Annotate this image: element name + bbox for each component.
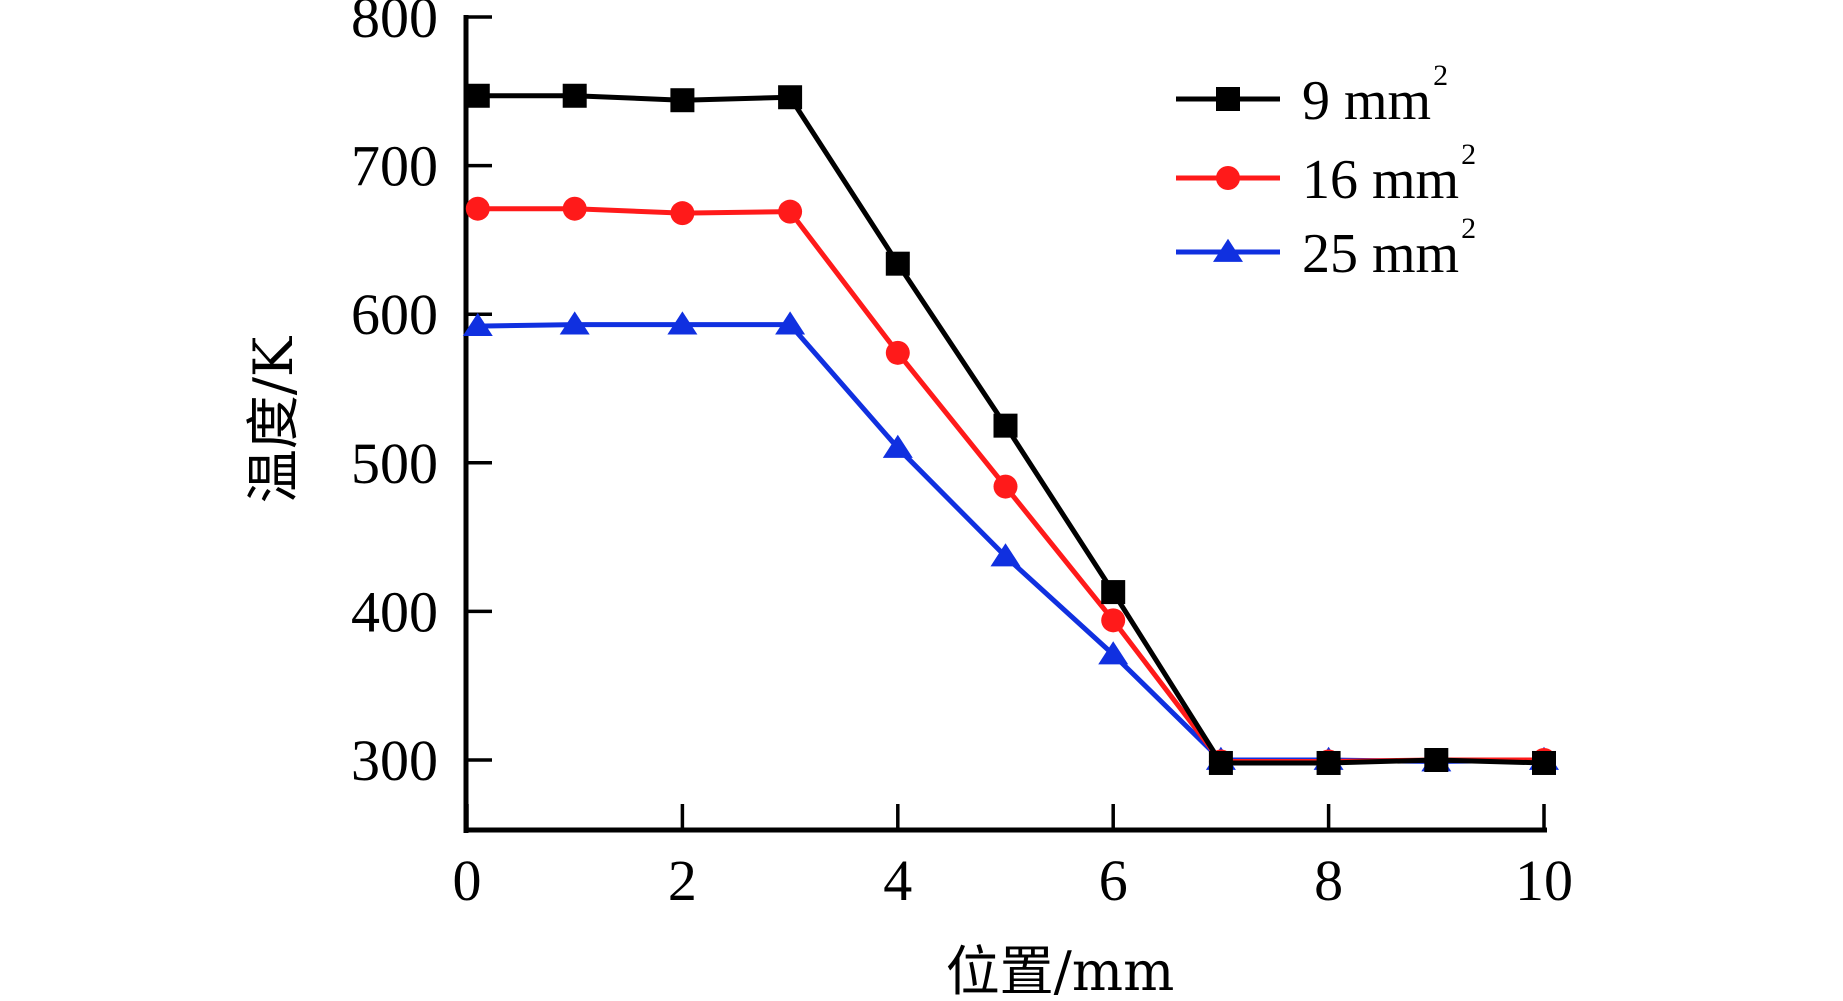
x-tick-label: 2: [668, 848, 697, 913]
data-point: [990, 543, 1021, 567]
data-point: [1532, 750, 1556, 775]
data-point: [465, 196, 490, 221]
legend-marker: [1213, 238, 1243, 262]
legend-item: 25 mm 2: [1176, 212, 1476, 285]
x-tick-label: 6: [1099, 848, 1128, 913]
x-tick-label: 8: [1314, 848, 1343, 913]
data-point: [667, 311, 698, 335]
data-point: [993, 413, 1018, 438]
x-tick-label: 10: [1515, 848, 1573, 913]
y-tick-label: 300: [351, 728, 438, 793]
series-line: [477, 322, 1545, 764]
data-point: [1101, 580, 1126, 605]
y-axis-label: 温度/K: [242, 335, 305, 503]
x-tick-label: 0: [453, 848, 482, 913]
data-point: [670, 88, 695, 113]
data-point: [1208, 750, 1233, 775]
legend-label: 16 mm: [1302, 149, 1459, 211]
legend-superscript: 2: [1433, 59, 1448, 92]
legend-marker: [1216, 166, 1240, 190]
legend-label: 9 mm: [1302, 70, 1431, 132]
legend-superscript: 2: [1461, 212, 1476, 245]
x-ticks: 0 2 4 6 8 10: [453, 804, 1573, 913]
y-tick-label: 500: [351, 431, 438, 496]
y-tick-label: 700: [351, 134, 438, 199]
y-tick-label: 600: [351, 282, 438, 347]
y-tick-label: 400: [351, 579, 438, 644]
data-point: [775, 311, 806, 335]
x-tick-label: 4: [883, 848, 912, 913]
legend-item: 16 mm 2: [1176, 138, 1476, 211]
data-point: [885, 340, 910, 365]
data-point: [1316, 750, 1341, 775]
x-axis-label: 位置/mm: [946, 940, 1175, 1001]
data-point: [885, 251, 910, 276]
legend-item: 9 mm 2: [1176, 59, 1448, 132]
data-point: [462, 312, 493, 336]
data-point: [465, 83, 490, 108]
data-point: [559, 311, 590, 335]
data-point: [1101, 608, 1126, 633]
data-point: [993, 474, 1018, 499]
data-point: [1098, 641, 1129, 665]
data-point: [562, 83, 587, 108]
data-point: [778, 85, 803, 110]
data-point: [778, 199, 803, 224]
legend-marker: [1216, 87, 1240, 111]
series-triangle: [462, 311, 1559, 772]
legend-label: 25 mm: [1302, 223, 1459, 285]
y-tick-label: 800: [351, 0, 438, 50]
series-square: [465, 83, 1556, 775]
legend-superscript: 2: [1461, 138, 1476, 171]
data-point: [562, 196, 587, 221]
y-ticks: 300 400 500 600 700 800: [351, 0, 492, 793]
data-point: [670, 201, 695, 226]
data-point: [1424, 748, 1449, 772]
axes: [463, 15, 1547, 833]
data-point: [882, 434, 913, 458]
series-layer: [462, 83, 1559, 775]
legend: 9 mm 216 mm 225 mm 2: [1176, 59, 1476, 285]
